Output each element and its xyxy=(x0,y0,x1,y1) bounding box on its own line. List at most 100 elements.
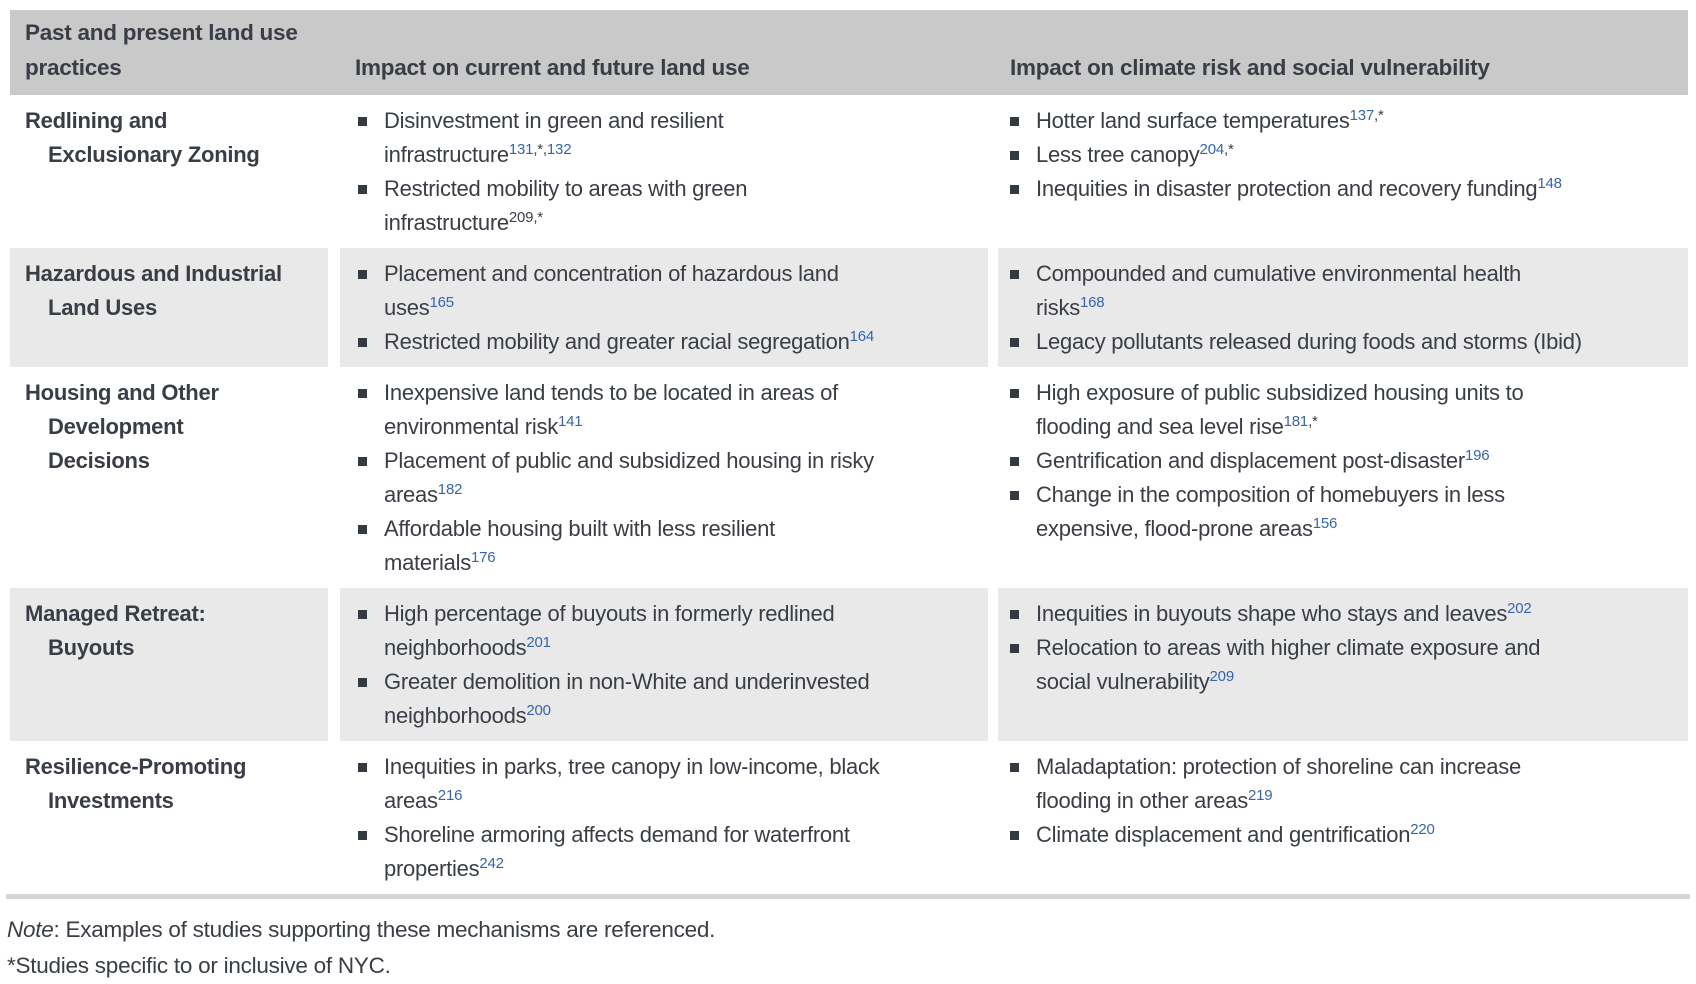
bullet-item: Affordable housing built with less resil… xyxy=(358,512,982,580)
bullet-text-segment: Less tree canopy xyxy=(1036,142,1200,167)
bullet-item: Inequities in parks, tree canopy in low-… xyxy=(358,750,982,818)
bullet-item: Hotter land surface temperatures137,* xyxy=(1010,104,1682,138)
bullet-text: High exposure of public subsidized housi… xyxy=(1036,376,1682,444)
citation-ref[interactable]: 201 xyxy=(526,634,551,651)
bullet-text-segment: Disinvestment in green and resilient inf… xyxy=(384,108,724,167)
practice-name: Hazardous and Industrial Land Uses xyxy=(10,248,328,367)
citation-ref[interactable]: 200 xyxy=(526,702,551,719)
citation-ref[interactable]: 164 xyxy=(849,328,875,345)
bullet-item: Less tree canopy204,* xyxy=(1010,138,1682,172)
header-practices: Past and present land use practices xyxy=(25,20,298,80)
bullet-item: Climate displacement and gentrification2… xyxy=(1010,818,1682,852)
land-use-impacts-cell: Placement and concentration of hazardous… xyxy=(340,248,988,367)
citation-ref[interactable]: 168 xyxy=(1079,294,1105,311)
bullet-item: Restricted mobility to areas with green … xyxy=(358,172,982,240)
table-notes: Note: Examples of studies supporting the… xyxy=(7,912,1688,984)
bullet-item: Greater demolition in non-White and unde… xyxy=(358,665,982,733)
citation-ref[interactable]: 209 xyxy=(1209,668,1235,685)
bullet-text-segment: Compounded and cumulative environmental … xyxy=(1036,261,1522,320)
bullet-text: Compounded and cumulative environmental … xyxy=(1036,257,1682,325)
citation-ref[interactable]: 242 xyxy=(479,855,504,872)
bullet-text: Inequities in disaster protection and re… xyxy=(1036,172,1682,206)
bullet-square-icon xyxy=(1010,117,1019,126)
bullet-square-icon xyxy=(1010,338,1019,347)
bullet-square-icon xyxy=(358,338,367,347)
citation-ref[interactable]: 216 xyxy=(437,787,463,804)
citation-marker: ,*, xyxy=(533,141,547,158)
bullet-text-segment: Affordable housing built with less resil… xyxy=(384,516,775,575)
bullet-square-icon xyxy=(1010,491,1019,500)
bullet-text: Climate displacement and gentrification2… xyxy=(1036,818,1682,852)
citation-ref[interactable]: 165 xyxy=(429,294,454,311)
bullet-item: Shoreline armoring affects demand for wa… xyxy=(358,818,982,886)
citation-ref[interactable]: 156 xyxy=(1312,515,1338,532)
citation-marker: 209,* xyxy=(508,209,543,226)
note-text: : Examples of studies supporting these m… xyxy=(53,917,716,942)
citation-ref[interactable]: 196 xyxy=(1464,447,1490,464)
citation-ref[interactable]: 204 xyxy=(1199,141,1225,158)
bullet-text: Shoreline armoring affects demand for wa… xyxy=(384,818,982,886)
bullet-item: Maladaptation: protection of shoreline c… xyxy=(1010,750,1682,818)
land-use-impacts-cell: High percentage of buyouts in formerly r… xyxy=(340,588,988,741)
bullet-text-segment: Maladaptation: protection of shoreline c… xyxy=(1036,754,1521,813)
bullet-text-segment: Shoreline armoring affects demand for wa… xyxy=(384,822,850,881)
bullet-text-segment: Inequities in parks, tree canopy in low-… xyxy=(384,754,880,813)
citation-ref[interactable]: 148 xyxy=(1537,175,1562,192)
bullet-item: Placement of public and subsidized housi… xyxy=(358,444,982,512)
bullet-square-icon xyxy=(1010,185,1019,194)
bullet-text: Affordable housing built with less resil… xyxy=(384,512,982,580)
bullet-square-icon xyxy=(1010,831,1019,840)
bullet-text: Inequities in parks, tree canopy in low-… xyxy=(384,750,982,818)
bullet-square-icon xyxy=(1010,644,1019,653)
note-line: Note: Examples of studies supporting the… xyxy=(7,912,1688,948)
bullet-text: Legacy pollutants released during foods … xyxy=(1036,325,1682,359)
bullet-text: High percentage of buyouts in formerly r… xyxy=(384,597,982,665)
bullet-text: Gentrification and displacement post-dis… xyxy=(1036,444,1682,478)
bullet-item: Change in the composition of homebuyers … xyxy=(1010,478,1682,546)
bullet-text: Hotter land surface temperatures137,* xyxy=(1036,104,1682,138)
citation-ref[interactable]: 137 xyxy=(1349,107,1375,124)
citation-ref[interactable]: 131 xyxy=(508,141,534,158)
table-bottom-rule xyxy=(6,894,1690,899)
citation-ref[interactable]: 220 xyxy=(1410,821,1435,838)
table-row: Housing and Other Development Decisions I… xyxy=(10,367,1688,588)
bullet-text: Restricted mobility and greater racial s… xyxy=(384,325,982,359)
citation-ref[interactable]: 202 xyxy=(1507,600,1532,617)
bullet-text-segment: Greater demolition in non-White and unde… xyxy=(384,669,870,728)
citation-ref[interactable]: 181 xyxy=(1283,413,1309,430)
bullet-item: Inequities in disaster protection and re… xyxy=(1010,172,1682,206)
bullet-item: Gentrification and displacement post-dis… xyxy=(1010,444,1682,478)
header-land-use-impact: Impact on current and future land use xyxy=(355,55,750,80)
table-row: Redlining and Exclusionary Zoning Disinve… xyxy=(10,95,1688,248)
bullet-text-segment: Relocation to areas with higher climate … xyxy=(1036,635,1541,694)
bullet-item: Relocation to areas with higher climate … xyxy=(1010,631,1682,699)
bullet-text: Placement of public and subsidized housi… xyxy=(384,444,982,512)
citation-marker: ,* xyxy=(1223,141,1234,158)
bullet-square-icon xyxy=(358,610,367,619)
bullet-text-segment: Legacy pollutants released during foods … xyxy=(1036,329,1582,354)
practice-name: Resilience-Promoting Investments xyxy=(25,754,247,813)
citation-ref[interactable]: 176 xyxy=(471,549,496,566)
citation-ref[interactable]: 141 xyxy=(558,413,583,430)
bullet-item: Inequities in buyouts shape who stays an… xyxy=(1010,597,1682,631)
bullet-square-icon xyxy=(358,678,367,687)
bullet-square-icon xyxy=(1010,457,1019,466)
practice-name: Managed Retreat: Buyouts xyxy=(10,588,328,741)
citation-ref[interactable]: 132 xyxy=(546,141,572,158)
climate-impacts-cell: High exposure of public subsidized housi… xyxy=(998,367,1688,588)
header-climate-impact: Impact on climate risk and social vulner… xyxy=(1010,55,1490,80)
climate-impacts-cell: Compounded and cumulative environmental … xyxy=(998,248,1688,367)
bullet-item: Legacy pollutants released during foods … xyxy=(1010,325,1682,359)
bullet-text: Inequities in buyouts shape who stays an… xyxy=(1036,597,1682,631)
bullet-text-segment: Climate displacement and gentrification xyxy=(1036,822,1411,847)
bullet-square-icon xyxy=(1010,270,1019,279)
bullet-text: Change in the composition of homebuyers … xyxy=(1036,478,1682,546)
citation-ref[interactable]: 182 xyxy=(437,481,463,498)
bullet-text: Greater demolition in non-White and unde… xyxy=(384,665,982,733)
bullet-item: High exposure of public subsidized housi… xyxy=(1010,376,1682,444)
land-use-impacts-cell: Inexpensive land tends to be located in … xyxy=(340,367,988,588)
land-use-impacts-cell: Disinvestment in green and resilient inf… xyxy=(340,95,988,248)
bullet-item: Disinvestment in green and resilient inf… xyxy=(358,104,982,172)
bullet-text: Maladaptation: protection of shoreline c… xyxy=(1036,750,1682,818)
citation-ref[interactable]: 219 xyxy=(1247,787,1273,804)
